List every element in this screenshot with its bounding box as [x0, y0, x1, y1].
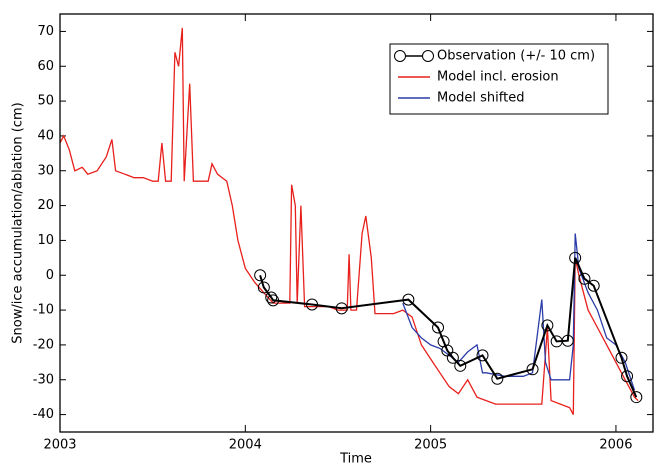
series-line — [60, 27, 639, 415]
y-tick-label: 60 — [37, 59, 54, 74]
x-tick-label: 2006 — [599, 438, 632, 453]
observation-marker — [621, 370, 634, 383]
observation-marker — [476, 349, 489, 362]
y-tick-label: -30 — [33, 372, 54, 387]
y-axis-label: Snow/ice accumulation/ablation (cm) — [11, 102, 26, 343]
y-tick-label: 40 — [37, 128, 54, 143]
observation-marker — [561, 334, 574, 347]
observation-marker — [446, 351, 459, 364]
y-tick-label: -40 — [33, 407, 54, 422]
observation-marker — [257, 281, 270, 294]
legend-label: Model shifted — [437, 91, 524, 106]
x-axis-label: Time — [339, 452, 372, 467]
observation-marker — [491, 372, 504, 385]
y-tick-label: 10 — [37, 233, 54, 248]
plot-frame — [59, 13, 654, 433]
x-tick-label: 2005 — [414, 438, 447, 453]
observation-marker — [267, 294, 280, 307]
observation-marker — [526, 363, 539, 376]
legend-marker — [394, 50, 406, 62]
observation-marker — [569, 251, 582, 264]
legend-marker — [422, 50, 434, 62]
y-tick-label: 50 — [37, 94, 54, 109]
observation-marker — [254, 269, 267, 282]
observation-marker — [630, 391, 643, 404]
observation-marker — [265, 291, 278, 304]
y-tick-label: -20 — [33, 337, 54, 352]
y-tick-label: 70 — [37, 24, 54, 39]
y-tick-label: 30 — [37, 163, 54, 178]
observation-marker — [587, 279, 600, 292]
observation-marker — [432, 321, 445, 334]
y-tick-label: 0 — [46, 268, 54, 283]
observation-marker — [335, 302, 348, 315]
observation-marker — [402, 293, 415, 306]
observation-marker — [578, 272, 591, 285]
x-tick-label: 2004 — [229, 438, 262, 453]
series-line — [402, 233, 636, 391]
observation-marker — [615, 351, 628, 364]
series-line — [259, 257, 638, 398]
observation-marker — [454, 359, 467, 372]
observation-marker — [306, 298, 319, 311]
y-tick-label: -10 — [33, 303, 54, 318]
legend-label: Model incl. erosion — [437, 70, 559, 85]
observation-marker — [541, 319, 554, 332]
legend-label: Observation (+/- 10 cm) — [437, 49, 595, 64]
x-tick-label: 2003 — [43, 438, 76, 453]
y-tick-label: 20 — [37, 198, 54, 213]
